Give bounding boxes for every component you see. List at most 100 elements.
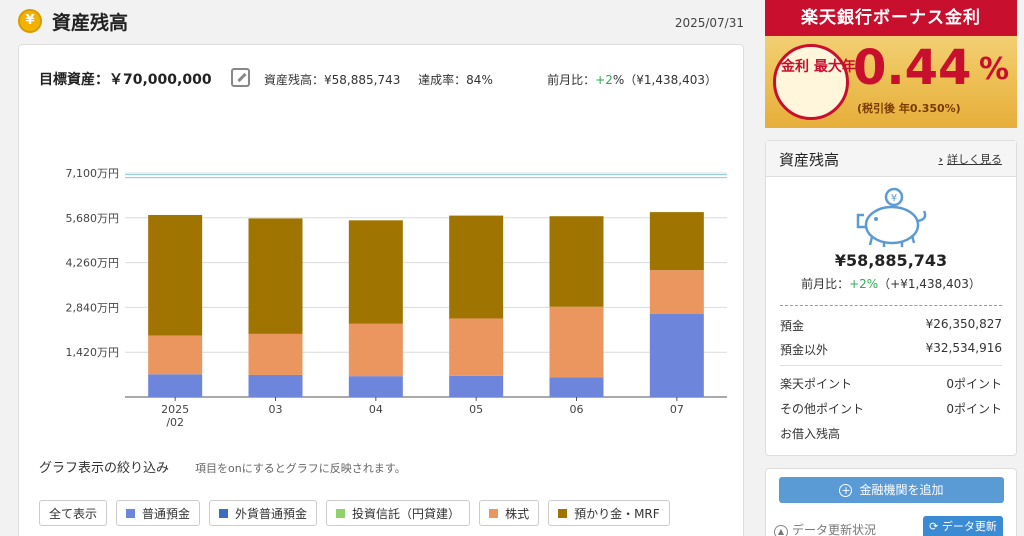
filter-chip[interactable]: 投資信託（円貸建） — [326, 500, 471, 526]
institution-card: + 金融機関を追加 ▲ データ更新状況 ⟳ データ更新 — [765, 468, 1017, 536]
filter-chip-label: 外貨普通預金 — [235, 506, 308, 521]
row-other-points: その他ポイント 0ポイント — [780, 400, 1002, 418]
asset-chart-panel: 目標資産：￥70,000,000 資産残高：¥58,885,743 達成率：84… — [18, 44, 744, 536]
x-tick-label: 04 — [369, 403, 383, 416]
update-status-label: データ更新状況 — [792, 523, 877, 536]
legend-swatch — [558, 508, 568, 518]
summary-line: 資産残高：¥58,885,743 達成率：84% — [264, 71, 507, 88]
row-label: 楽天ポイント — [780, 377, 853, 391]
row-value: ¥26,350,827 — [925, 317, 1002, 331]
mom-suffix: %（¥1,438,403） — [612, 73, 717, 87]
bar-segment — [549, 216, 604, 307]
y-tick-label: 1,420万円 — [66, 346, 120, 359]
mom-pct: +2 — [595, 73, 613, 87]
bar-segment — [649, 270, 704, 315]
filter-chip[interactable]: 預かり金・MRF — [548, 500, 670, 526]
edit-icon[interactable] — [231, 68, 250, 87]
side-mom-prefix: 前月比： — [801, 277, 850, 291]
x-tick-label: 05 — [469, 403, 483, 416]
bar-segment — [449, 375, 504, 397]
filter-chip-label: 全て表示 — [49, 506, 98, 521]
card-header: 資産残高 詳しく見る — [766, 141, 1016, 177]
side-mom-suffix: （+¥1,438,403） — [878, 277, 981, 291]
as-of-date: 2025/07/31 — [674, 16, 744, 30]
bar-segment — [549, 377, 604, 397]
x-tick-label: 2025 — [161, 403, 189, 416]
banner-title: 楽天銀行ボーナス金利 — [765, 0, 1017, 36]
filter-chip-label: 預かり金・MRF — [574, 506, 660, 521]
bar-segment — [649, 314, 704, 397]
banner-rate: 0.44 — [853, 40, 972, 96]
y-tick-label: 2,840万円 — [66, 301, 120, 314]
filter-chip-label: 株式 — [505, 506, 530, 521]
mom-prefix: 前月比： — [547, 73, 596, 87]
bonus-rate-banner[interactable]: 楽天銀行ボーナス金利 金利 最大年 0.44 % (税引後 年0.350%) — [765, 0, 1017, 128]
bar-segment — [348, 220, 403, 324]
y-tick-label: 5,680万円 — [66, 212, 120, 225]
achievement-rate: 達成率：84% — [418, 73, 493, 87]
banner-circle — [773, 44, 849, 120]
piggy-bank-icon: ¥ — [856, 187, 927, 247]
filter-chip-label: 投資信託（円貸建） — [352, 506, 461, 521]
row-value: ¥32,534,916 — [925, 341, 1002, 355]
side-mom-pct: +2% — [849, 277, 879, 291]
row-value: 0ポイント — [946, 377, 1002, 391]
page-header: ¥ 資産残高 2025/07/31 — [18, 6, 744, 36]
refresh-icon: ⟳ — [929, 520, 942, 533]
bar-segment — [348, 323, 403, 377]
asset-summary-card: 資産残高 詳しく見る ¥ ¥58,885,743 前月比：+2%（+¥1,438… — [765, 140, 1017, 456]
bar-segment — [348, 376, 403, 397]
row-rakuten-points: 楽天ポイント 0ポイント — [780, 375, 1002, 393]
card-title: 資産残高 — [779, 151, 840, 169]
legend-swatch — [489, 508, 499, 518]
month-over-month: 前月比：+2%（¥1,438,403） — [547, 71, 717, 88]
row-label: 預金以外 — [780, 343, 829, 357]
legend-swatch — [126, 508, 136, 518]
row-label: その他ポイント — [780, 402, 865, 416]
banner-pct: % — [979, 52, 1010, 87]
filter-title: グラフ表示の絞り込み — [39, 461, 170, 476]
banner-sub: (税引後 年0.350%) — [857, 102, 961, 115]
filter-chip-label: 普通預金 — [142, 506, 191, 521]
page-title: 資産残高 — [52, 12, 129, 34]
filter-chip[interactable]: 外貨普通預金 — [209, 500, 318, 526]
bar-segment — [148, 335, 203, 375]
filter-note: 項目をonにするとグラフに反映されます。 — [195, 462, 406, 475]
x-tick-label: 07 — [670, 403, 684, 416]
divider — [780, 305, 1002, 306]
balance-text: 資産残高：¥58,885,743 — [264, 73, 401, 87]
goal-amount: 目標資産：￥70,000,000 — [39, 72, 212, 88]
add-institution-button[interactable]: + 金融機関を追加 — [779, 477, 1004, 503]
divider — [780, 365, 1002, 366]
filter-chips: 全て表示 普通預金 外貨普通預金 投資信託（円貸建） 株式 預かり金・MRF — [39, 500, 670, 526]
bar-segment — [148, 214, 203, 336]
bar-segment — [148, 374, 203, 397]
plus-icon: + — [839, 484, 853, 497]
filter-chip[interactable]: 普通預金 — [116, 500, 201, 526]
row-non-deposit: 預金以外 ¥32,534,916 — [780, 341, 1002, 359]
update-status-link[interactable]: ▲ データ更新状況 — [774, 521, 876, 536]
y-tick-label: 7,100万円 — [66, 167, 120, 180]
row-loan-balance: お借入残高 — [780, 425, 1002, 443]
svg-text:¥: ¥ — [891, 193, 897, 204]
x-tick-label: 03 — [269, 403, 283, 416]
legend-swatch — [336, 508, 346, 518]
yen-coin-icon: ¥ — [18, 9, 42, 33]
x-tick-label: 06 — [570, 403, 584, 416]
bar-segment — [649, 212, 704, 271]
row-label: 預金 — [780, 319, 805, 333]
stacked-bar-chart: 1,420万円 2,840万円 4,260万円 5,680万円 7,100万円 2025/… — [66, 167, 727, 429]
row-value: 0ポイント — [946, 402, 1002, 416]
data-update-button[interactable]: ⟳ データ更新 — [923, 516, 1003, 536]
filter-chip[interactable]: 全て表示 — [39, 500, 108, 526]
bar-segment — [549, 306, 604, 378]
row-deposit: 預金 ¥26,350,827 — [780, 317, 1002, 335]
filter-chip[interactable]: 株式 — [479, 500, 540, 526]
bar-segment — [449, 318, 504, 376]
expand-triangle-icon: ▲ — [774, 525, 788, 536]
total-balance: ¥58,885,743 — [834, 251, 948, 270]
side-month-over-month: 前月比：+2%（+¥1,438,403） — [766, 275, 1016, 292]
bar-segment — [248, 333, 303, 375]
bar-segment — [248, 218, 303, 334]
details-link[interactable]: 詳しく見る — [938, 151, 1002, 167]
